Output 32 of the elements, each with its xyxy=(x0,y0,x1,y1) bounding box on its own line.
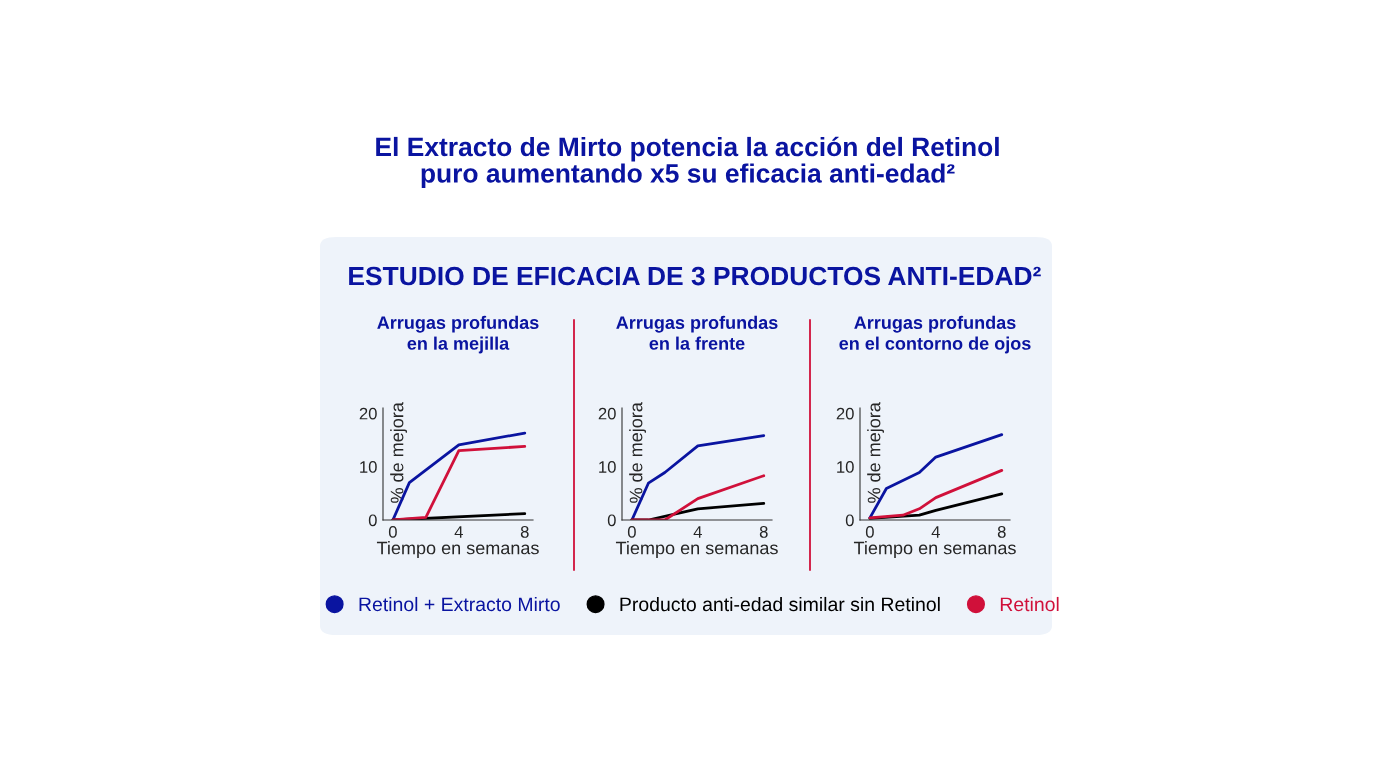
x-tick-label: 8 xyxy=(759,526,768,538)
y-tick-label: 10 xyxy=(837,461,854,473)
chart-title: Arrugas profundas en la frente xyxy=(616,315,778,350)
x-tick-label: 4 xyxy=(931,526,940,538)
x-axis-title: Tiempo en semanas xyxy=(615,541,778,558)
y-axis-title: % de mejora xyxy=(390,402,407,503)
y-tick-label: 10 xyxy=(360,461,377,473)
x-axis-title: Tiempo en semanas xyxy=(376,541,539,558)
y-axis-title: % de mejora xyxy=(629,402,646,503)
y-axis-title: % de mejora xyxy=(867,402,884,503)
y-tick-label: 0 xyxy=(607,514,616,527)
y-tick-label: 0 xyxy=(845,514,854,527)
chart-title: Arrugas profundas en la mejilla xyxy=(377,315,539,354)
legend-label: Retinol + Extracto Mirto xyxy=(359,596,560,612)
legend-label: Producto anti-edad similar sin Retinol xyxy=(620,596,940,612)
chart-title: Arrugas profundas en el contorno de ojos xyxy=(839,315,1031,354)
text: ESTUDIO DE EFICACIA DE 3 PRODUCTOS ANTI-EDAD² xyxy=(349,266,1041,286)
legend-label: Retinol xyxy=(1000,596,1059,612)
x-tick-label: 4 xyxy=(454,526,463,538)
x-tick-label: 4 xyxy=(693,526,702,538)
y-tick-label: 0 xyxy=(368,514,377,527)
y-tick-label: 20 xyxy=(836,407,854,420)
y-tick-label: 20 xyxy=(598,407,616,420)
text: El Extracto de Mirto potencia la acción del Retinol puro aumentando x5 su eficacia anti-edad² xyxy=(376,136,999,188)
x-tick-label: 0 xyxy=(388,526,397,538)
x-tick-label: 0 xyxy=(865,526,874,538)
x-tick-label: 8 xyxy=(520,526,529,538)
x-tick-label: 0 xyxy=(627,526,636,538)
y-tick-label: 20 xyxy=(359,407,377,420)
x-tick-label: 8 xyxy=(997,526,1006,538)
y-tick-label: 10 xyxy=(599,461,616,473)
x-axis-title: Tiempo en semanas xyxy=(853,541,1016,558)
